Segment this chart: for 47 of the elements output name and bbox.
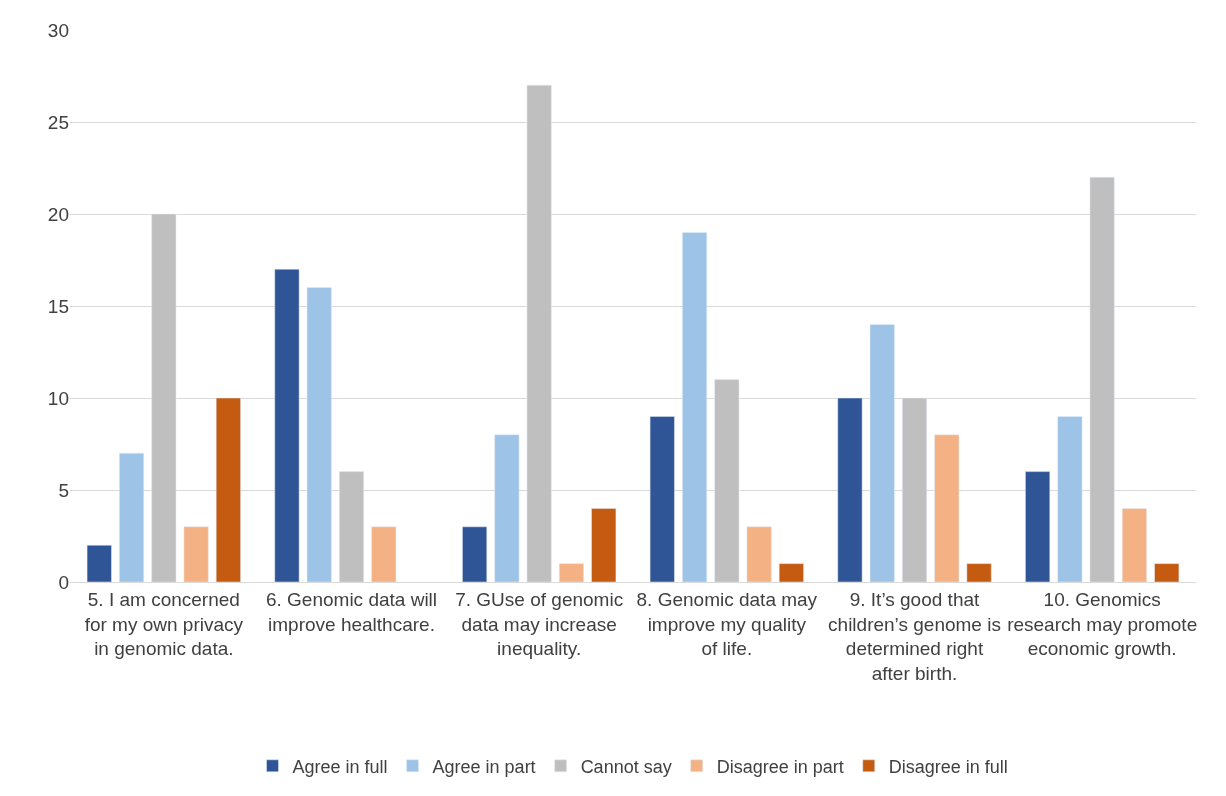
- bar: [714, 379, 740, 582]
- bar: [649, 416, 675, 582]
- legend-label: Agree in full: [292, 756, 388, 777]
- y-tick-label: 30: [47, 19, 69, 41]
- x-tick-label: 6. Genomic data will improve healthcare.: [265, 588, 438, 635]
- bar: [869, 324, 895, 582]
- bar: [151, 213, 177, 582]
- x-tick-label: 10. Genomics research may promote economic growth.: [1007, 588, 1198, 660]
- legend-label: Disagree in full: [888, 756, 1008, 777]
- bar: [462, 526, 488, 582]
- bar: [215, 397, 241, 582]
- bar: [682, 232, 707, 582]
- bar: [591, 508, 617, 582]
- bar: [1057, 416, 1083, 582]
- bar: [274, 268, 300, 582]
- x-tick-label: 8. Genomic data may improve my quality of life.: [636, 588, 818, 660]
- bar: [1089, 176, 1115, 582]
- bar: [934, 434, 960, 582]
- y-tick-label: 5: [58, 479, 69, 501]
- bar: [371, 526, 397, 582]
- bar: [526, 84, 552, 582]
- bar: [837, 397, 863, 582]
- bar: [1025, 471, 1051, 582]
- x-tick-label: 7. GUse of genomic data may increase inequality.: [455, 588, 624, 660]
- y-tick-label: 20: [47, 203, 69, 225]
- bar: [1122, 508, 1147, 582]
- bar: [339, 471, 364, 582]
- legend-label: Disagree in part: [716, 756, 844, 777]
- legend-label: Cannot say: [580, 756, 672, 777]
- bar: [306, 287, 332, 582]
- legend-label: Agree in part: [432, 756, 536, 777]
- y-tick-label: 0: [58, 571, 69, 593]
- y-tick-label: 25: [47, 111, 69, 133]
- x-tick-label: 5. I am concerned for my own privacy in genomic data.: [84, 588, 244, 660]
- bar: [746, 526, 772, 582]
- bar: [966, 563, 992, 582]
- bar: [902, 397, 927, 582]
- bar: [183, 526, 209, 582]
- bar: [559, 563, 584, 582]
- bar: [778, 563, 804, 582]
- bar: [86, 544, 112, 582]
- bar: [1154, 563, 1180, 582]
- bar: [494, 434, 520, 582]
- x-tick-label: 9. It’s good that children’s genome is determined right after birth.: [828, 588, 1001, 684]
- bar: [119, 452, 144, 582]
- y-tick-label: 15: [47, 295, 69, 317]
- y-tick-label: 10: [47, 387, 69, 409]
